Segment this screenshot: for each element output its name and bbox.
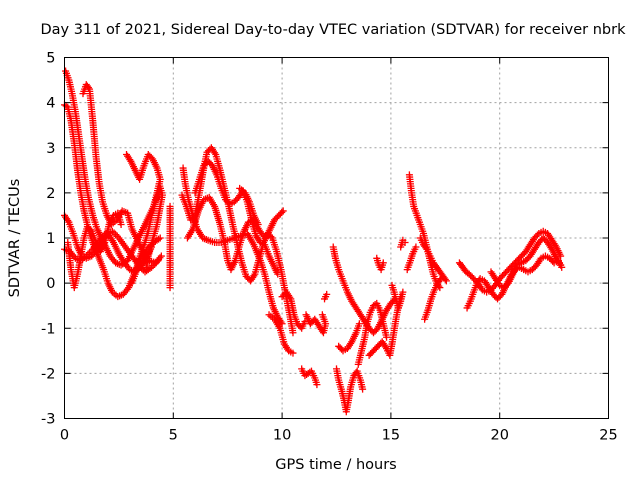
data-point <box>401 239 409 247</box>
data-point <box>289 329 297 337</box>
data-point <box>154 257 162 265</box>
x-tick-label: 25 <box>599 428 617 444</box>
chart-title: Day 311 of 2021, Sidereal Day-to-day VTE… <box>40 22 626 38</box>
data-point <box>157 252 165 260</box>
data-point <box>383 333 391 341</box>
x-tick-label: 10 <box>273 428 291 444</box>
data-points <box>61 67 566 416</box>
data-point <box>557 261 565 269</box>
data-point-fill <box>436 276 444 284</box>
data-point <box>412 243 420 251</box>
y-tick-label: -3 <box>41 412 55 428</box>
y-tick-label: 1 <box>46 231 55 247</box>
data-point-fill <box>86 226 94 234</box>
x-tick-label: 0 <box>60 428 69 444</box>
y-axis-label: SDTVAR / TECUs <box>7 179 23 298</box>
y-tick-label: -2 <box>41 366 55 382</box>
data-point <box>379 259 387 267</box>
data-point <box>437 275 445 283</box>
data-point <box>166 284 174 292</box>
data-point <box>156 234 164 242</box>
data-point <box>318 311 326 319</box>
data-point <box>117 220 125 228</box>
data-point <box>274 270 282 278</box>
data-point <box>442 277 450 285</box>
y-tick-label: 5 <box>46 51 55 67</box>
data-point <box>313 381 321 389</box>
y-tick-label: -1 <box>41 321 55 337</box>
y-tick-label: 0 <box>46 276 55 292</box>
data-point <box>355 320 363 328</box>
y-tick-label: 4 <box>46 96 55 112</box>
data-point-fill <box>441 275 449 283</box>
data-point <box>279 207 287 215</box>
data-point <box>155 180 163 188</box>
data-point-fill <box>155 235 163 243</box>
data-point <box>289 349 297 357</box>
x-tick-label: 20 <box>490 428 508 444</box>
data-point <box>359 385 367 393</box>
data-point <box>323 290 331 298</box>
data-point-fill <box>84 84 92 92</box>
data-point <box>254 220 262 228</box>
y-tick-label: 2 <box>46 186 55 202</box>
data-point <box>399 288 407 296</box>
x-axis-label: GPS time / hours <box>275 457 396 473</box>
data-point-fill <box>278 208 286 216</box>
x-tick-label: 15 <box>382 428 400 444</box>
y-tick-label: 3 <box>46 141 55 157</box>
axis-ticks: 0 5 10 15 20 25 -3 -2 -1 0 1 2 3 4 5 <box>41 51 618 444</box>
data-point <box>128 279 136 287</box>
data-point-fill <box>422 244 430 252</box>
data-point-fill <box>533 231 541 239</box>
x-tick-label: 5 <box>169 428 178 444</box>
